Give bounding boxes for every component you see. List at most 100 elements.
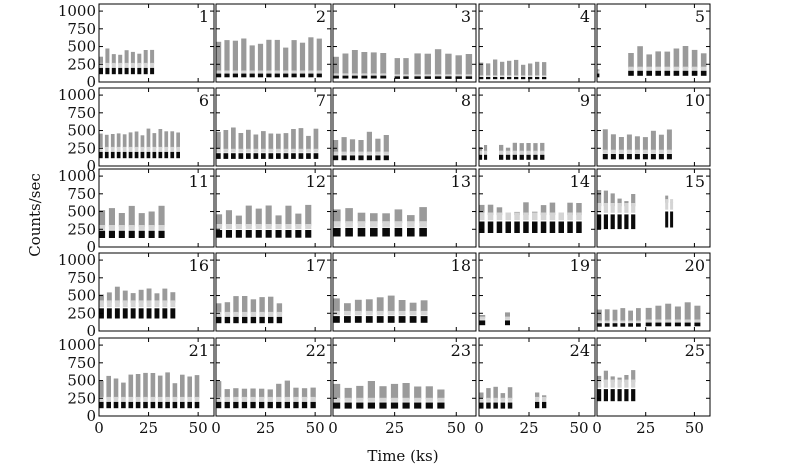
- upper-band-burst: [333, 383, 341, 400]
- y-tick-label: 0: [86, 73, 96, 91]
- upper-band-burst: [479, 147, 483, 152]
- upper-band-burst: [108, 208, 115, 227]
- mid-band-burst: [533, 150, 538, 155]
- upper-band-burst: [284, 380, 290, 399]
- mid-band-burst: [106, 396, 111, 402]
- panel-9: 9: [478, 87, 596, 167]
- y-tick-label: 250: [67, 220, 96, 238]
- panel-frame: [478, 3, 596, 83]
- mid-band-burst: [308, 70, 314, 74]
- mid-band-burst: [542, 396, 547, 402]
- lower-band-burst: [674, 322, 681, 327]
- lower-band-burst: [250, 401, 256, 409]
- mid-band-burst: [216, 148, 221, 153]
- mid-band-burst: [187, 396, 192, 402]
- x-tick-label: 50: [306, 419, 325, 437]
- upper-band-burst: [567, 202, 573, 216]
- lower-band-burst: [253, 153, 259, 159]
- mid-band-burst: [150, 396, 156, 402]
- lower-band-burst: [170, 308, 176, 319]
- mid-band-burst: [164, 146, 169, 152]
- mid-band-burst: [514, 75, 519, 77]
- mid-band-burst: [465, 74, 473, 76]
- lower-band-burst: [409, 316, 417, 323]
- mid-band-burst: [333, 397, 341, 402]
- lower-band-burst: [535, 77, 540, 80]
- x-tick-label: 25: [139, 419, 158, 437]
- upper-band-burst: [276, 383, 282, 399]
- upper-band-burst: [333, 209, 341, 224]
- panel-3: 3: [332, 3, 477, 83]
- panel-2-segment-1: [216, 37, 322, 78]
- lower-band-burst: [694, 322, 701, 327]
- mid-band-burst: [394, 74, 400, 76]
- upper-band-burst: [216, 214, 223, 226]
- lower-band-burst: [658, 153, 664, 160]
- mid-band-burst: [528, 75, 533, 77]
- upper-band-burst: [344, 303, 351, 313]
- lower-band-burst: [691, 70, 698, 76]
- lower-band-burst: [128, 401, 134, 409]
- lower-band-burst: [172, 401, 178, 409]
- upper-band-burst: [194, 375, 200, 399]
- y-tick-label: 250: [67, 139, 96, 157]
- lower-band-burst: [245, 230, 252, 238]
- lower-band-burst: [223, 153, 229, 159]
- upper-band-burst: [409, 302, 417, 313]
- upper-band-burst: [245, 205, 252, 226]
- mid-band-burst: [375, 151, 381, 155]
- upper-band-burst: [367, 381, 375, 400]
- mid-band-burst: [158, 225, 165, 230]
- mid-band-burst: [299, 70, 306, 74]
- lower-band-burst: [231, 153, 236, 159]
- mid-band-burst: [367, 397, 375, 402]
- mid-band-burst: [110, 146, 115, 152]
- panel-12: 12: [215, 168, 332, 248]
- panel-frame: [98, 3, 215, 83]
- upper-band-burst: [500, 61, 505, 76]
- x-tick-label: 0: [94, 419, 104, 437]
- upper-band-burst: [479, 62, 484, 76]
- lower-band-burst: [259, 401, 265, 409]
- mid-band-burst: [637, 66, 643, 71]
- lower-band-burst: [233, 316, 239, 324]
- lower-band-burst: [519, 154, 524, 160]
- lower-band-burst: [122, 151, 127, 159]
- lower-band-burst: [370, 227, 378, 237]
- lower-band-burst: [479, 221, 485, 233]
- upper-band-burst: [104, 134, 109, 149]
- mid-band-burst: [259, 396, 265, 402]
- lower-band-burst: [295, 230, 302, 238]
- mid-band-burst: [257, 70, 264, 74]
- lower-band-burst: [341, 155, 347, 161]
- mid-band-burst: [293, 396, 299, 402]
- lower-band-burst: [345, 227, 353, 237]
- lower-band-burst: [499, 154, 504, 160]
- lower-band-burst: [500, 402, 506, 409]
- mid-band-burst: [266, 70, 272, 74]
- lower-band-burst: [275, 230, 282, 238]
- lower-band-burst: [128, 230, 135, 238]
- panel-15-segment-1: [597, 190, 636, 230]
- upper-band-burst: [333, 56, 339, 74]
- mid-band-burst: [365, 310, 373, 316]
- upper-band-burst: [158, 205, 165, 227]
- mid-band-burst: [276, 311, 283, 317]
- panel-number: 20: [685, 256, 705, 275]
- mid-band-burst: [642, 149, 648, 154]
- mid-band-burst: [523, 212, 529, 221]
- mid-band-burst: [665, 319, 672, 323]
- panel-frame: [215, 252, 332, 332]
- mid-band-burst: [333, 151, 339, 155]
- mid-band-burst: [620, 320, 626, 323]
- mid-band-burst: [313, 148, 319, 153]
- mid-band-burst: [140, 146, 145, 152]
- lower-band-burst: [99, 230, 106, 238]
- panel-frame: [98, 337, 215, 417]
- upper-band-burst: [694, 305, 701, 321]
- lower-band-burst: [157, 401, 163, 409]
- lower-band-burst: [394, 227, 403, 237]
- upper-band-burst: [266, 39, 272, 72]
- upper-band-burst: [542, 395, 547, 399]
- lower-band-burst: [285, 230, 292, 238]
